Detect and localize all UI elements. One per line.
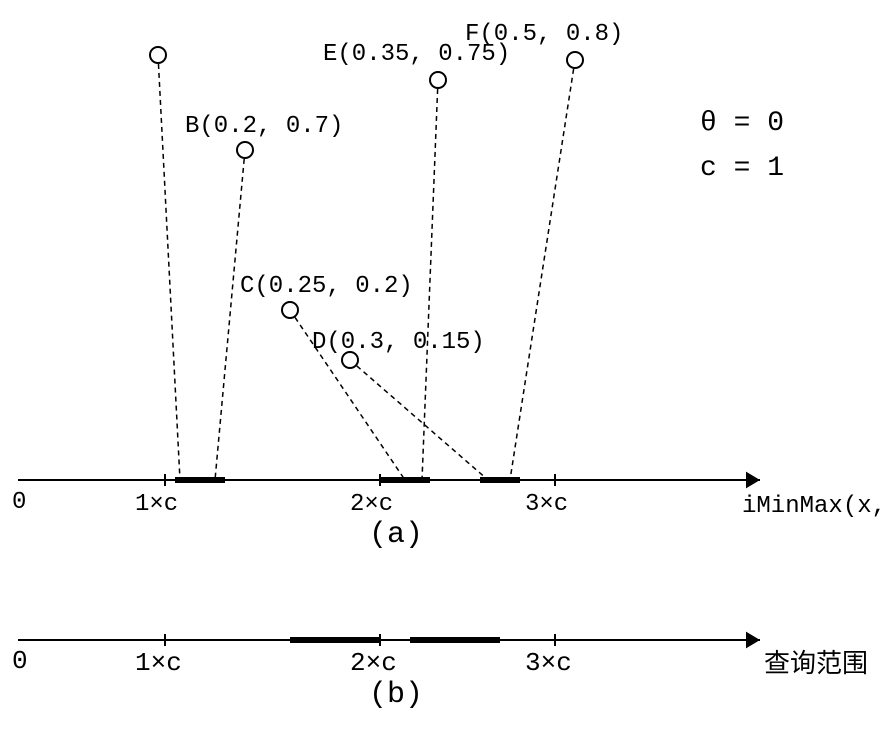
projection-line-B xyxy=(215,150,245,480)
axis-b-right-label: 查询范围 xyxy=(764,649,868,680)
caption-a: (a) xyxy=(369,518,423,552)
point-label-F: F(0.5, 0.8) xyxy=(465,21,623,48)
axis-a-tick-label: 3×c xyxy=(525,491,568,518)
projection-line-A xyxy=(158,55,180,480)
param-theta: θ = 0 xyxy=(700,108,784,139)
axis-b-tick-label: 3×c xyxy=(525,648,572,678)
axis-a-right-label: iMinMax(x, θ) xyxy=(742,493,881,520)
point-A xyxy=(150,47,166,63)
axis-a-tick-label: 2×c xyxy=(350,491,393,518)
point-label-C: C(0.25, 0.2) xyxy=(240,273,413,300)
point-F xyxy=(567,52,583,68)
point-label-B: B(0.2, 0.7) xyxy=(185,113,343,140)
axis-b-tick-label: 2×c xyxy=(350,648,397,678)
projection-line-E xyxy=(422,80,438,480)
point-C xyxy=(282,302,298,318)
point-E xyxy=(430,72,446,88)
axis-b-tick-label: 1×c xyxy=(135,648,182,678)
caption-b: (b) xyxy=(369,678,423,712)
projection-line-D xyxy=(350,360,488,480)
axis-a-axis-arrow xyxy=(746,472,760,489)
point-B xyxy=(237,142,253,158)
axis-a-tick-label: 1×c xyxy=(135,491,178,518)
axis-b-origin-label: 0 xyxy=(12,646,28,676)
axis-b-axis-arrow xyxy=(746,632,760,649)
point-label-D: D(0.3, 0.15) xyxy=(312,329,485,356)
param-c: c = 1 xyxy=(700,153,784,184)
projection-line-F xyxy=(510,60,575,480)
axis-a-origin-label: 0 xyxy=(12,489,26,516)
